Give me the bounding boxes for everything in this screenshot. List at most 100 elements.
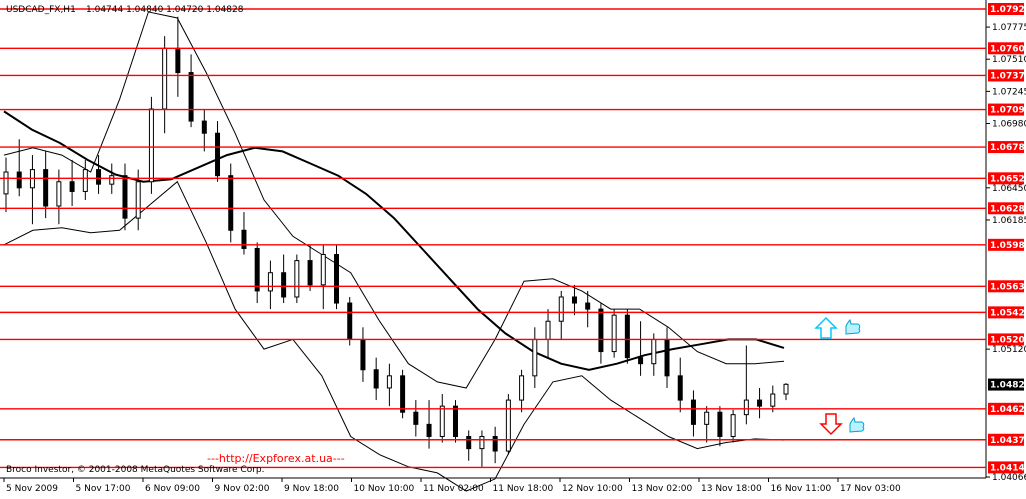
price-level-label-box	[988, 103, 1024, 116]
time-tick-label: 5 Nov 2009	[6, 484, 58, 494]
time-tick-label: 13 Nov 18:00	[701, 484, 762, 494]
candle-body	[743, 399, 749, 416]
current-price-label-box	[988, 378, 1024, 391]
candle-body	[360, 338, 366, 371]
time-tick-label: 16 Nov 11:00	[771, 484, 832, 494]
candle-body	[373, 369, 379, 389]
candle-body	[598, 308, 604, 353]
price-tick-label: 1.05120	[992, 345, 1026, 355]
support-resistance-levels: 1.07924 1.07600 1.07376 1.07095 1.06786 1.065…	[0, 3, 1026, 474]
candle-body	[664, 338, 670, 377]
price-level-label-box	[988, 172, 1024, 185]
candle-body	[439, 405, 445, 437]
candle-body	[638, 357, 644, 365]
price-level-label: 1.07600	[990, 44, 1026, 54]
candle-body	[109, 175, 115, 185]
candle-body	[505, 399, 511, 452]
candle-body	[519, 375, 525, 401]
price-level-label-box	[988, 141, 1024, 154]
candle-body	[241, 229, 247, 249]
price-level-label-box	[988, 433, 1024, 446]
bollinger-upper-line	[3, 11, 785, 389]
candle-body	[677, 375, 683, 401]
candle-body	[611, 314, 617, 353]
chart-ohlc: 1.04744 1.04840 1.04720 1.04828	[86, 5, 244, 15]
candle-body	[386, 375, 392, 389]
candle-body	[730, 414, 736, 437]
candle-body	[307, 260, 313, 286]
candle-body	[201, 120, 207, 134]
candle-body	[426, 423, 432, 437]
candle-body	[320, 254, 326, 286]
copyright-text: Broco Investor, © 2001-2008 MetaQuotes S…	[6, 465, 265, 475]
candle-body	[334, 254, 340, 304]
price-level-label: 1.04628	[990, 405, 1026, 415]
price-level-label: 1.04145	[990, 463, 1026, 473]
price-tick-label: 1.07775	[992, 23, 1026, 33]
price-level-label: 1.04373	[990, 436, 1026, 446]
candle-body	[452, 405, 458, 437]
candle-body	[558, 296, 564, 322]
price-level-label-box	[988, 461, 1024, 474]
thumbs-up-icon	[845, 319, 861, 335]
candle-body	[545, 320, 551, 340]
price-level-label: 1.07924	[990, 5, 1026, 15]
candle-body	[175, 47, 181, 74]
price-level-label-box	[988, 402, 1024, 415]
candle-body	[717, 411, 723, 437]
price-tick-label: 1.04066	[992, 473, 1026, 483]
candle-body	[135, 181, 141, 219]
candle-body	[704, 411, 710, 425]
price-axis: 1.07775 1.07510 1.07245 1.06980 1.06450 1.061…	[986, 23, 1026, 483]
candle-body	[122, 175, 128, 219]
price-tick-label: 1.07510	[992, 55, 1026, 65]
price-tick-label: 1.06450	[992, 184, 1026, 194]
price-level-label-box	[988, 69, 1024, 82]
candle-body	[400, 375, 406, 413]
candle-body	[532, 338, 538, 377]
price-tick-label: 1.07245	[992, 87, 1026, 97]
price-tick-label: 1.06185	[992, 216, 1026, 226]
candle-body	[479, 435, 485, 450]
candle-body	[571, 296, 577, 304]
bollinger-lower-line	[3, 180, 785, 492]
price-level-label-box	[988, 306, 1024, 319]
price-level-label: 1.06786	[990, 143, 1026, 153]
candle-body	[492, 435, 498, 452]
candle-body	[690, 399, 696, 425]
time-tick-label: 5 Nov 17:00	[76, 484, 131, 494]
price-tick-label: 1.06980	[992, 120, 1026, 130]
candle-body	[3, 171, 9, 195]
candle-body	[585, 302, 591, 310]
candle-body	[254, 247, 260, 292]
candle-body	[281, 272, 287, 298]
watermark-link[interactable]: ---http://Expforex.at.ua---	[207, 452, 345, 465]
price-level-label: 1.07376	[990, 71, 1026, 81]
time-tick-label: 9 Nov 02:00	[215, 484, 270, 494]
candle-body	[783, 383, 789, 395]
candle-body	[56, 181, 62, 207]
price-level-label: 1.07095	[990, 106, 1026, 116]
current-price-label: 1.04828	[990, 381, 1026, 391]
bollinger-bands	[3, 11, 785, 492]
price-level-label-box	[988, 238, 1024, 251]
price-level-label: 1.05638	[990, 282, 1026, 292]
candle-body	[16, 171, 22, 189]
price-level-label: 1.06528	[990, 174, 1026, 184]
time-tick-label: 11 Nov 02:00	[423, 484, 484, 494]
time-tick-label: 12 Nov 10:00	[562, 484, 623, 494]
price-level-label: 1.05980	[990, 241, 1026, 251]
time-tick-label: 11 Nov 18:00	[493, 484, 554, 494]
candle-body	[624, 314, 630, 359]
up-arrow-icon	[814, 316, 838, 339]
time-tick-label: 10 Nov 10:00	[354, 484, 415, 494]
down-arrow-icon	[819, 413, 843, 436]
candle-body	[96, 169, 102, 185]
candle-body	[347, 302, 353, 340]
price-level-label: 1.05423	[990, 308, 1026, 318]
candle-body	[188, 72, 194, 122]
